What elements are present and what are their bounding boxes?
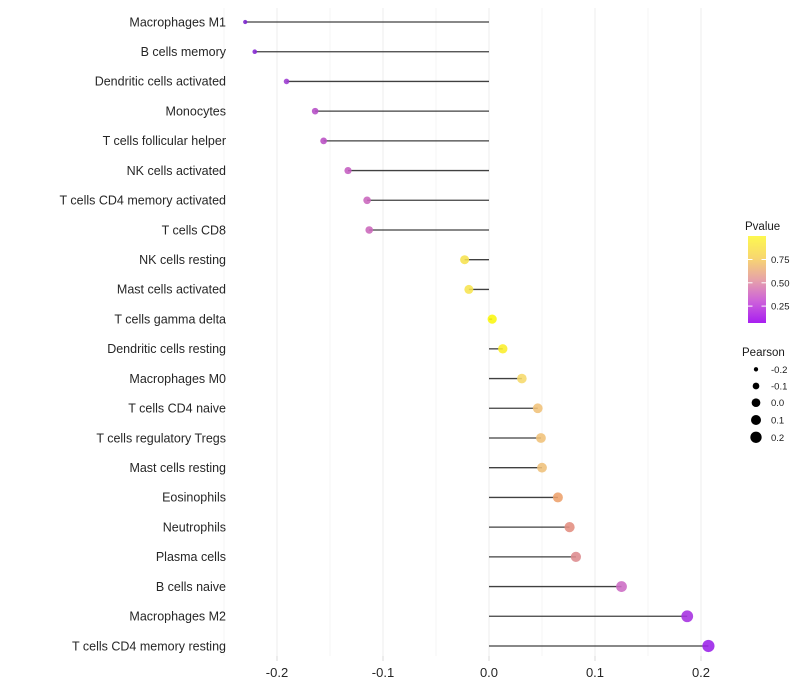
- lollipop-row: [489, 581, 627, 592]
- data-point: [564, 522, 575, 533]
- pearson-size-label: 0.0: [771, 398, 784, 409]
- category-label: Macrophages M1: [129, 15, 226, 29]
- category-label: T cells regulatory Tregs: [96, 431, 226, 445]
- category-label: T cells gamma delta: [114, 312, 226, 326]
- data-point: [311, 107, 319, 115]
- pearson-size-label: -0.2: [771, 365, 787, 376]
- lollipop-row: [489, 462, 547, 473]
- lollipop-row: [489, 522, 575, 533]
- category-label: Neutrophils: [163, 520, 226, 534]
- category-label: Mast cells resting: [129, 461, 226, 475]
- data-point: [552, 492, 563, 503]
- data-point: [363, 196, 371, 205]
- data-point: [365, 226, 374, 234]
- lollipop-row: [320, 137, 489, 145]
- x-tick-label: -0.1: [372, 665, 394, 680]
- data-point: [320, 137, 328, 145]
- x-tick-label: -0.2: [266, 665, 288, 680]
- lollipop-row: [489, 433, 546, 443]
- pearson-legend-title: Pearson: [742, 347, 785, 359]
- category-label: Dendritic cells resting: [107, 342, 226, 356]
- lollipop-row: [344, 166, 489, 175]
- category-label: Eosinophils: [162, 491, 226, 505]
- gridlines: [223, 8, 702, 656]
- data-point: [464, 284, 474, 294]
- data-point: [283, 78, 290, 85]
- x-tick-label: 0.0: [480, 665, 498, 680]
- category-label: Macrophages M0: [129, 372, 226, 386]
- data-point: [487, 314, 497, 324]
- data-point: [344, 166, 352, 175]
- lollipop-row: [489, 403, 543, 414]
- pearson-size-swatch: [751, 415, 761, 425]
- x-axis: -0.2 -0.1 0.0 0.1 0.2: [266, 656, 710, 680]
- lollipop-row: [489, 373, 527, 384]
- lollipop-row: [460, 255, 489, 265]
- lollipop-row: [489, 551, 582, 562]
- pearson-size-swatch: [753, 367, 759, 372]
- data-point: [243, 19, 248, 25]
- x-tick-label: 0.2: [692, 665, 710, 680]
- data-point: [681, 610, 694, 623]
- lollipop-row: [311, 107, 489, 115]
- data-point: [536, 433, 546, 443]
- category-label: T cells CD8: [162, 223, 226, 237]
- data-point: [702, 639, 715, 653]
- data-point: [460, 255, 470, 265]
- pvalue-color-legend: Pvalue 0.75 0.50 0.25: [745, 221, 790, 323]
- lollipop-row: [489, 639, 715, 653]
- category-label: T cells CD4 naive: [128, 402, 226, 416]
- pvalue-legend-title: Pvalue: [745, 221, 780, 233]
- pvalue-gradient-bar: [748, 236, 766, 323]
- lollipop-row: [365, 226, 489, 234]
- category-label: Mast cells activated: [117, 283, 226, 297]
- pearson-size-legend: Pearson -0.2 -0.1 0.0 0.1 0.2: [742, 347, 787, 444]
- pearson-size-swatch: [752, 382, 760, 390]
- lollipop-row: [464, 284, 489, 294]
- lollipop-rows: [243, 19, 715, 653]
- pearson-size-label: 0.2: [771, 433, 784, 444]
- lollipop-row: [487, 314, 497, 324]
- data-point: [616, 581, 627, 592]
- x-tick-label: 0.1: [586, 665, 604, 680]
- category-label: B cells naive: [156, 580, 226, 594]
- pvalue-tick-label: 0.75: [771, 255, 790, 266]
- data-point: [252, 49, 258, 55]
- lollipop-row: [363, 196, 489, 205]
- data-point: [537, 462, 547, 473]
- pearson-size-label: 0.1: [771, 416, 784, 427]
- data-point: [570, 551, 582, 562]
- category-label: Monocytes: [166, 104, 226, 118]
- pearson-size-label: -0.1: [771, 382, 787, 393]
- category-label: Macrophages M2: [129, 610, 226, 624]
- lollipop-row: [489, 492, 563, 503]
- pearson-size-swatch: [750, 431, 762, 443]
- category-label: NK cells activated: [127, 164, 226, 178]
- y-axis-labels: Macrophages M1 B cells memory Dendritic ce…: [60, 15, 227, 653]
- pvalue-tick-label: 0.50: [771, 278, 790, 289]
- category-label: B cells memory: [141, 45, 227, 59]
- category-label: T cells follicular helper: [103, 134, 226, 148]
- pearson-size-swatch: [751, 398, 761, 408]
- data-point: [498, 344, 508, 354]
- category-label: Plasma cells: [156, 550, 226, 564]
- lollipop-row: [489, 610, 694, 623]
- category-label: T cells CD4 memory activated: [60, 194, 227, 208]
- category-label: T cells CD4 memory resting: [72, 639, 226, 653]
- category-label: Dendritic cells activated: [95, 75, 226, 89]
- data-point: [517, 373, 527, 384]
- data-point: [532, 403, 543, 414]
- pvalue-tick-label: 0.25: [771, 302, 790, 313]
- lollipop-row: [243, 19, 489, 25]
- lollipop-row: [283, 78, 489, 85]
- category-label: NK cells resting: [139, 253, 226, 267]
- lollipop-row: [489, 344, 508, 354]
- lollipop-row: [252, 49, 489, 55]
